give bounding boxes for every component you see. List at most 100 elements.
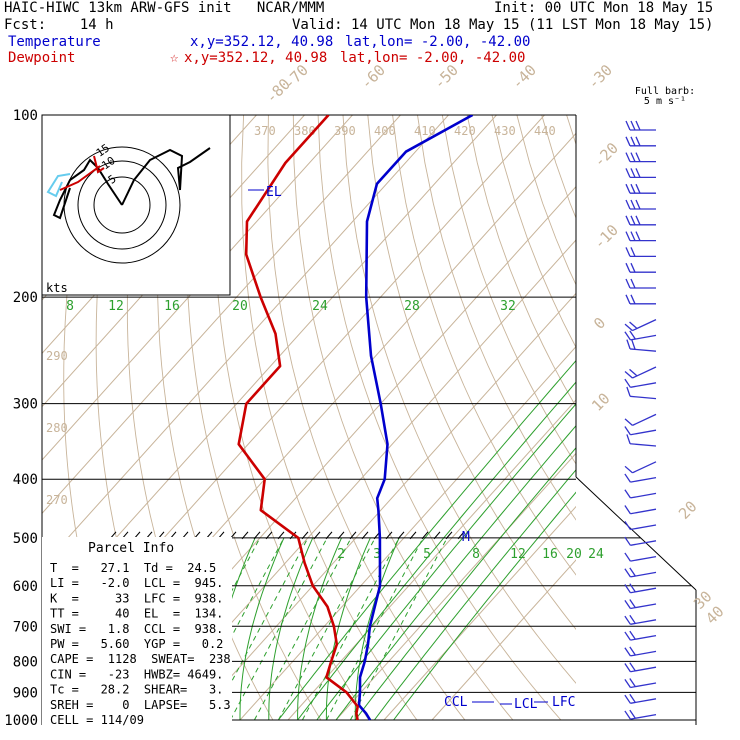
level-tick xyxy=(361,531,369,540)
barb-flag xyxy=(625,152,631,162)
mixing-ratio-line xyxy=(301,537,400,721)
theta-label: 440 xyxy=(534,124,556,138)
mixing-ratio-label: 16 xyxy=(164,299,180,314)
wind-barb xyxy=(624,366,657,379)
hodograph-ring-label: 10 xyxy=(99,154,117,172)
theta-label: 420 xyxy=(454,124,476,138)
wind-barb xyxy=(624,630,657,641)
isotherm-line xyxy=(287,399,576,721)
parcel-info-row: K = 33 LFC = 938. xyxy=(50,591,223,605)
barb-flag xyxy=(629,630,636,640)
barb-flag xyxy=(629,678,636,688)
barb-flag xyxy=(630,247,636,257)
hodograph-ring xyxy=(77,160,167,250)
barb-flag xyxy=(630,262,636,273)
mixing-ratio-line xyxy=(229,537,328,721)
parcel-info-row: SWI = 1.8 CCL = 938. xyxy=(50,622,223,636)
barb-flag xyxy=(624,378,631,388)
barb-flag xyxy=(624,568,631,578)
isotherm-label: -40 xyxy=(508,61,540,93)
wind-barb xyxy=(625,247,656,258)
wind-barb xyxy=(624,413,657,426)
hodograph-units-label: kts xyxy=(46,281,68,295)
mixing-ratio-line xyxy=(186,537,285,721)
barb-flag xyxy=(624,599,631,609)
barb-flag xyxy=(629,583,636,593)
barb-flag xyxy=(629,709,636,719)
barb-flag xyxy=(635,152,641,162)
barb-flag xyxy=(625,168,631,178)
barb-flag xyxy=(624,584,631,594)
barb-staff xyxy=(630,429,657,436)
barb-flag xyxy=(626,434,631,444)
barb-flag xyxy=(625,120,631,131)
dewpoint-xy: x,y=352.12, 40.98 xyxy=(184,50,328,66)
wind-barb xyxy=(625,294,656,305)
barb-flag xyxy=(625,231,631,241)
wind-barb xyxy=(624,426,657,436)
dry-adiabat xyxy=(392,115,576,576)
parcel-info-row: PW = 5.60 YGP = 0.2 xyxy=(50,637,223,651)
dry-adiabat xyxy=(214,115,370,721)
mixing-ratio-line xyxy=(349,537,448,721)
wind-barb xyxy=(624,489,657,499)
barb-staff xyxy=(630,492,657,499)
pressure-tick-label: 900 xyxy=(13,685,38,701)
wind-barb xyxy=(625,278,656,289)
pressure-tick-label: 200 xyxy=(13,290,38,306)
mixing-ratio-label: 28 xyxy=(404,299,420,314)
dry-adiabat xyxy=(566,115,576,146)
barb-flag xyxy=(629,330,636,340)
barb-flag xyxy=(629,321,638,329)
barb-flag xyxy=(625,183,631,194)
barb-staff xyxy=(630,508,657,515)
theta-label: 270 xyxy=(46,493,68,507)
mixing-ratio-label: 12 xyxy=(510,547,526,562)
barb-flag xyxy=(630,168,636,178)
lower-moist-adiabat xyxy=(268,537,314,720)
barb-flag xyxy=(635,215,641,226)
dry-adiabat xyxy=(317,115,562,721)
barb-flag xyxy=(624,489,631,499)
wind-barb xyxy=(625,136,656,147)
mixing-ratio-label: 2 xyxy=(337,547,345,562)
mixing-ratio-line xyxy=(325,537,424,721)
hodograph-trace-low xyxy=(52,158,123,220)
isotherm-label: 0 xyxy=(590,314,609,333)
lfc-marker-label: LFC xyxy=(552,695,575,710)
barb-staff xyxy=(632,366,657,379)
barb-flag xyxy=(630,278,636,289)
barb-flag xyxy=(624,371,633,379)
barb-flag xyxy=(629,599,636,609)
lower-moist-adiabat xyxy=(239,537,285,720)
parcel-info-box xyxy=(42,537,232,725)
hodograph-trace-red xyxy=(59,165,101,191)
barb-flag xyxy=(624,465,633,474)
isotherm-label: -10 xyxy=(590,221,622,253)
wind-barb xyxy=(624,646,657,657)
temperature-legend-label: Temperature xyxy=(8,34,101,50)
barb-flag xyxy=(624,615,631,625)
mixing-ratio-label: 20 xyxy=(566,547,582,562)
ccl-marker-label: CCL xyxy=(444,695,468,710)
mixing-ratio-label: 32 xyxy=(500,299,516,314)
wind-barb xyxy=(624,520,657,531)
barb-staff xyxy=(630,540,657,546)
wind-barb xyxy=(624,536,657,546)
wind-barb xyxy=(624,330,657,341)
pressure-tick-label: 800 xyxy=(13,654,38,670)
pressure-tick-label: 600 xyxy=(13,579,38,595)
barb-flag xyxy=(635,231,641,241)
barb-staff xyxy=(630,555,657,562)
wind-barb xyxy=(624,319,657,332)
isotherm-label: -30 xyxy=(584,61,616,93)
mixing-ratio-label: 20 xyxy=(232,299,248,314)
level-tick xyxy=(241,531,249,540)
hodograph-box xyxy=(41,114,231,296)
barb-flag xyxy=(624,631,631,641)
m-marker-label: M xyxy=(462,530,470,545)
level-tick xyxy=(337,531,345,540)
barb-flag xyxy=(630,136,636,147)
barb-key-units: 5 m s⁻¹ xyxy=(644,96,686,107)
